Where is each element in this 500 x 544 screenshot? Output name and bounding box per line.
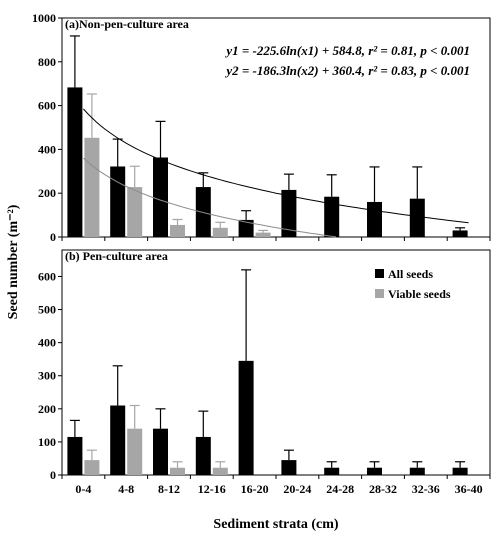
panel-b-ytick-label: 100	[38, 435, 56, 449]
panel-a-bar-all	[409, 198, 425, 237]
panel-b-frame	[61, 249, 491, 476]
panel-a-bar-all	[281, 189, 297, 237]
panel-b-bar-all	[67, 436, 83, 475]
panel-a-bar-viable	[212, 227, 228, 237]
panel-b: 0 100 200 300 400 500 600 (b) Pen-culture area 0…	[38, 249, 491, 496]
x-tick-label: 20-24	[283, 482, 311, 496]
panel-b-bar-all	[238, 360, 254, 475]
panel-b-ytick-label: 200	[38, 402, 56, 416]
panel-b-bar-all	[324, 467, 340, 475]
x-tick-label: 12-16	[198, 482, 226, 496]
legend-label-all: All seeds	[388, 267, 433, 281]
panel-a-bar-all	[67, 87, 83, 237]
x-tick-label: 28-32	[369, 482, 397, 496]
panel-a-ytick-label: 600	[38, 99, 56, 113]
panel-b-ytick-label: 500	[38, 303, 56, 317]
panel-b-bar-all	[281, 460, 297, 475]
x-tick-label: 16-20	[241, 482, 269, 496]
panel-b-bar-all	[195, 436, 211, 475]
panel-a-bar-viable	[127, 187, 143, 237]
legend-swatch-all	[375, 269, 384, 278]
panel-a-bar-all	[110, 166, 126, 237]
panel-a-bar-all	[153, 157, 168, 237]
shared-axis-titles: Seed number (m⁻²) Sediment strata (cm)	[6, 204, 339, 532]
panel-a-ytick-label: 200	[38, 186, 56, 200]
legend-swatch-viable	[375, 289, 384, 298]
legend-label-viable: Viable seeds	[388, 287, 451, 301]
panel-b-bar-all	[452, 467, 468, 475]
panel-a-bar-all	[452, 230, 468, 237]
x-tick-label: 32-36	[412, 482, 440, 496]
panel-b-bar-all	[110, 405, 126, 475]
panel-a-title: (a)Non-pen-culture area	[65, 17, 189, 31]
panel-b-bar-viable	[84, 460, 100, 475]
y-axis-title: Seed number (m⁻²)	[6, 204, 21, 319]
x-tick-label: 8-12	[158, 482, 180, 496]
panel-a-ytick-label: 0	[50, 230, 56, 244]
x-tick-label: 4-8	[118, 482, 134, 496]
panel-a-fit-equation-1: y1 = -225.6ln(x1) + 584.8, r² = 0.81, p …	[224, 43, 470, 58]
panel-b-ytick-label: 0	[50, 468, 56, 482]
panel-a-bar-viable	[255, 232, 271, 237]
panel-b-bar-all	[153, 428, 168, 475]
panel-a: 0 200 400 600 800 1000 (a)Non-pen-culture area…	[32, 11, 491, 244]
panel-a-bar-viable	[170, 224, 185, 237]
panel-a-bar-all	[324, 196, 340, 237]
panel-a-bar-all	[238, 219, 254, 237]
panel-a-ytick-label: 800	[38, 55, 56, 69]
x-axis-title: Sediment strata (cm)	[213, 517, 339, 532]
panel-b-ytick-label: 600	[38, 269, 56, 283]
panel-a-bar-all	[367, 201, 382, 237]
panel-a-bar-viable	[84, 137, 100, 237]
x-tick-label: 24-28	[326, 482, 354, 496]
panel-b-ytick-label: 400	[38, 336, 56, 350]
panel-a-fit-equation-2: y2 = -186.3ln(x2) + 360.4, r² = 0.83, p …	[224, 63, 470, 78]
x-tick-label: 36-40	[455, 482, 483, 496]
panel-b-bar-viable	[212, 467, 228, 475]
panel-a-ytick-label: 1000	[32, 11, 56, 25]
panel-b-title: (b) Pen-culture area	[65, 249, 168, 263]
panel-a-fit-curve-1	[83, 108, 469, 224]
panel-b-bar-viable	[170, 467, 185, 475]
x-tick-label: 0-4	[75, 482, 91, 496]
panel-b-bar-all	[367, 467, 382, 475]
panel-b-bar-viable	[127, 428, 143, 475]
panel-a-fit-curve-2	[83, 157, 336, 238]
panel-b-bar-all	[409, 467, 425, 475]
panel-a-ytick-label: 400	[38, 142, 56, 156]
panel-b-ytick-label: 300	[38, 369, 56, 383]
